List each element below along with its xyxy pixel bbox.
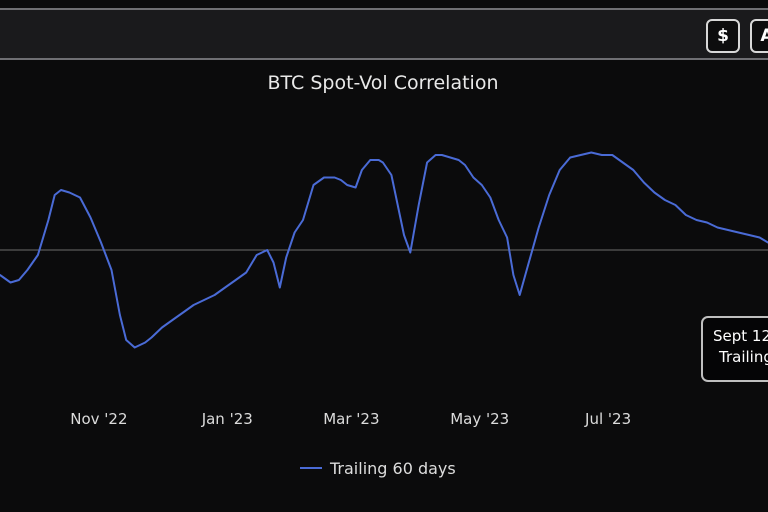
legend-label: Trailing 60 days <box>330 458 456 478</box>
chart-title: BTC Spot-Vol Correlation <box>267 72 499 94</box>
x-axis-tick-labels: Nov '22 Jan '23 Mar '23 May '23 Jul '23 <box>70 410 631 428</box>
chart-legend[interactable]: Trailing 60 days <box>300 457 456 479</box>
tooltip-series-label: Trailing 60 days <box>719 348 768 366</box>
x-tick-label: May '23 <box>450 410 509 428</box>
currency-toggle-button[interactable]: $ <box>706 19 740 53</box>
x-tick-label: Mar '23 <box>323 410 379 428</box>
tooltip-series-row: Trailing 60 days <box>713 348 768 366</box>
toolbar-button-partial[interactable]: A <box>750 19 768 53</box>
legend-swatch-line <box>300 467 322 469</box>
x-tick-label: Jul '23 <box>584 410 631 428</box>
chart-toolbar: $ A <box>0 8 768 60</box>
x-tick-label: Jan '23 <box>201 410 253 428</box>
series-line-trailing-60-days[interactable] <box>0 151 768 349</box>
tooltip-date: Sept 12 <box>713 327 768 345</box>
hover-tooltip: Sept 12 Trailing 60 days <box>701 316 768 382</box>
x-tick-label: Nov '22 <box>70 410 127 428</box>
